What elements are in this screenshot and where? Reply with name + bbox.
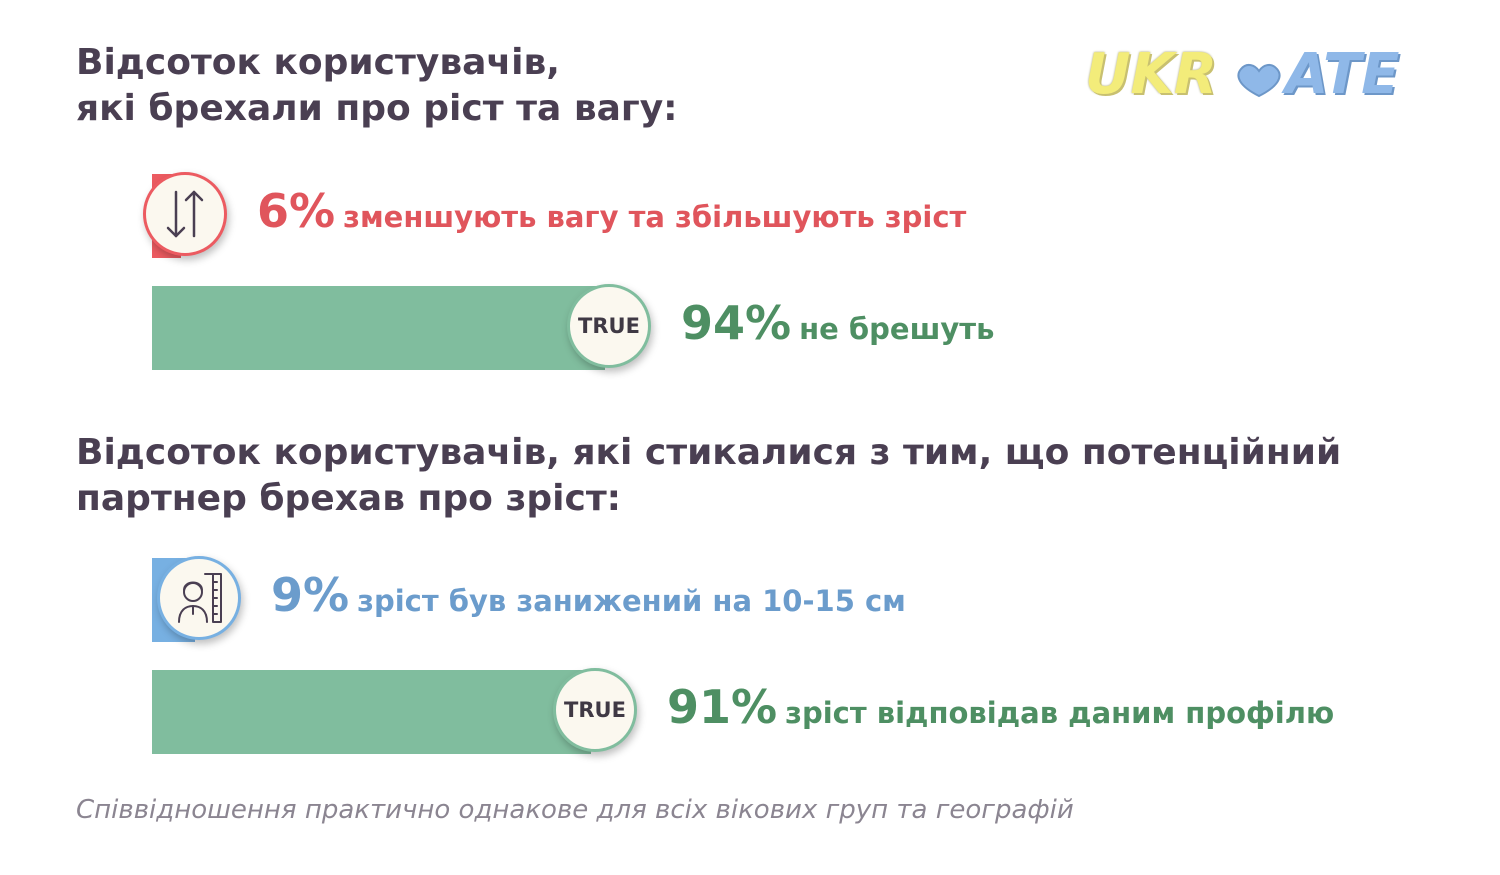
true-badge-label: TRUE xyxy=(564,698,626,722)
stat-lie-weight-height: 6% зменшують вагу та збільшують зріст xyxy=(257,184,966,238)
chart-1-title-line-1: Відсоток користувачів, xyxy=(76,42,560,83)
stat-label: зріст відповідав даним профілю xyxy=(785,696,1335,730)
stat-value: 94% xyxy=(681,296,792,350)
stat-height-understated: 9% зріст був занижений на 10-15 см xyxy=(271,568,906,622)
stat-label: зменшують вагу та збільшують зріст xyxy=(343,200,967,234)
chart-2-title-line-1: Відсоток користувачів, які стикалися з т… xyxy=(76,432,1342,473)
chart-2-title-line-2: партнер брехав про зріст: xyxy=(76,478,622,519)
logo-text-ukr: UKR xyxy=(1085,42,1217,107)
stat-label: зріст був занижений на 10-15 см xyxy=(357,584,906,618)
stat-value: 9% xyxy=(271,568,350,622)
true-badge: TRUE xyxy=(567,284,651,368)
icon-badge-arrows xyxy=(143,172,227,256)
chart-1-title-line-2: які брехали про ріст та вагу: xyxy=(76,88,678,129)
height-measure-person-icon xyxy=(178,573,222,623)
up-down-arrows-icon xyxy=(166,190,204,238)
stat-label: не брешуть xyxy=(799,312,995,346)
ukrdate-logo: UKR ATE xyxy=(1085,40,1425,110)
stat-height-matched: 91% зріст відповідав даним профілю xyxy=(667,680,1334,734)
footnote: Співвідношення практично однакове для вс… xyxy=(76,795,1074,825)
true-badge: TRUE xyxy=(553,668,637,752)
bar-no-lie xyxy=(152,286,605,370)
stat-value: 91% xyxy=(667,680,778,734)
icon-badge-height xyxy=(157,556,241,640)
logo-text-ate: ATE xyxy=(1285,42,1400,107)
bar-height-matched xyxy=(152,670,591,754)
heart-icon xyxy=(1237,63,1281,98)
chart-2-title: Відсоток користувачів, які стикалися з т… xyxy=(76,430,1376,522)
true-badge-label: TRUE xyxy=(578,314,640,338)
stat-no-lie: 94% не брешуть xyxy=(681,296,994,350)
chart-1-title: Відсоток користувачів, які брехали про р… xyxy=(76,40,1376,132)
stat-value: 6% xyxy=(257,184,336,238)
